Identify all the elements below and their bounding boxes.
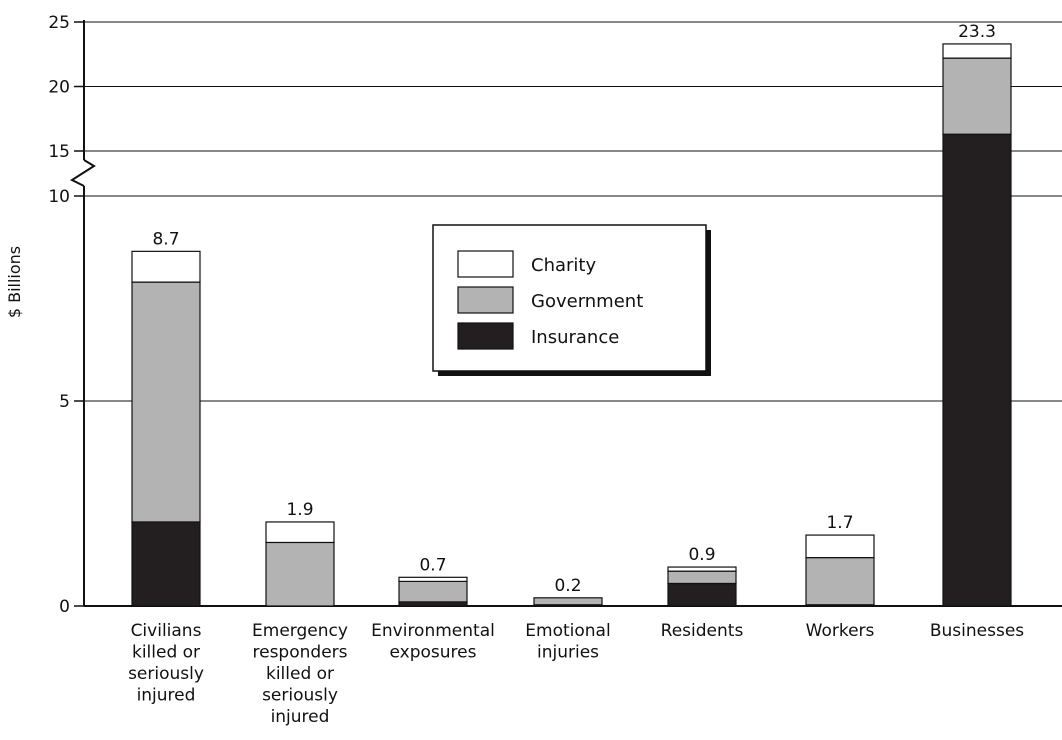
bar-segment-government <box>667 570 737 585</box>
legend-label-charity: Charity <box>531 255 596 276</box>
x-category-label: Emergency <box>252 621 348 641</box>
x-category-label: seriously <box>262 686 338 706</box>
x-category-label: killed or <box>266 664 334 684</box>
bar-segment-government <box>131 281 201 523</box>
x-category-label: Businesses <box>930 621 1024 641</box>
bar-segment-government <box>533 597 603 606</box>
x-category-label: seriously <box>128 664 204 684</box>
bar-segment-insurance <box>667 582 737 607</box>
bar-segment-charity <box>667 566 737 572</box>
x-category-label: killed or <box>132 643 200 663</box>
bar-segment-charity <box>265 521 335 544</box>
legend-label-insurance: Insurance <box>531 327 619 348</box>
bar-segment-government <box>398 580 468 603</box>
legend-label-government: Government <box>531 291 643 312</box>
x-category-label: responders <box>253 643 348 663</box>
bar-segment-charity <box>805 534 875 559</box>
x-category-label: Civilians <box>131 621 202 641</box>
x-category-label: Residents <box>661 621 744 641</box>
legend-swatch-insurance <box>457 322 514 350</box>
legend-swatch-government <box>457 286 514 314</box>
y-tick-label: 0 <box>59 597 70 617</box>
legend-swatch-charity <box>457 250 514 278</box>
axis-break-mark <box>69 159 96 187</box>
x-category-label: injuries <box>537 643 599 663</box>
bar-segment-charity <box>942 43 1012 59</box>
bar-total-label: 8.7 <box>152 229 179 249</box>
y-tick-label: 20 <box>48 78 70 98</box>
x-category-label: Emotional <box>525 621 610 641</box>
y-tick-label: 25 <box>48 13 70 33</box>
bar-total-label: 23.3 <box>958 22 996 42</box>
bar-total-label: 1.7 <box>826 513 853 533</box>
x-category-label: exposures <box>390 643 477 663</box>
bar-segment-charity <box>131 250 201 283</box>
bar-segment-insurance <box>942 133 1012 607</box>
y-axis-label: $ Billions <box>5 246 24 318</box>
y-tick-label: 10 <box>48 187 70 207</box>
bar-segment-insurance <box>131 521 201 607</box>
x-category-label: injured <box>137 686 196 706</box>
x-category-label: Environmental <box>371 621 495 641</box>
bar-segment-government <box>942 57 1012 135</box>
y-tick-label: 15 <box>48 142 70 162</box>
bar-segment-charity <box>398 576 468 582</box>
bar-segment-insurance <box>398 601 468 607</box>
bar-segment-government <box>805 557 875 606</box>
y-tick-label: 5 <box>59 392 70 412</box>
x-category-label: injured <box>271 707 330 727</box>
bar-total-label: 0.9 <box>688 545 715 565</box>
bar-segment-government <box>265 541 335 607</box>
bar-total-label: 0.2 <box>554 576 581 596</box>
bar-total-label: 0.7 <box>419 555 446 575</box>
bar-total-label: 1.9 <box>286 500 313 520</box>
x-category-label: Workers <box>806 621 875 641</box>
